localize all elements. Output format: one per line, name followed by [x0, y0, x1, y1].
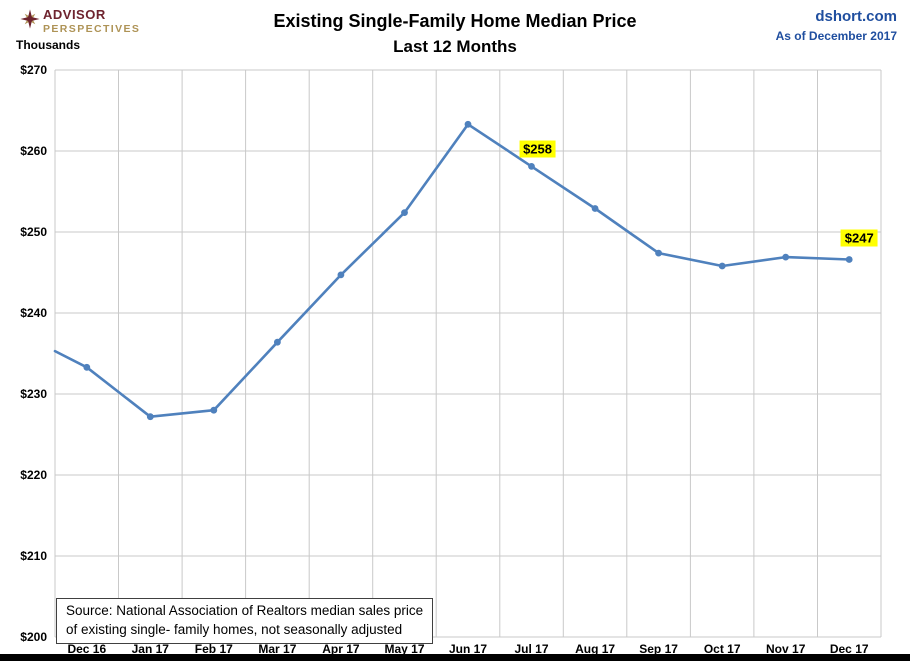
logo-advisor-text: ADVISOR — [43, 7, 106, 22]
y-tick-label: $200 — [20, 630, 47, 644]
x-tick-label: Nov 17 — [766, 642, 806, 656]
data-point-marker — [210, 406, 218, 414]
y-tick-label: $210 — [20, 549, 47, 563]
data-point-marker — [146, 413, 154, 421]
data-point-marker — [337, 271, 345, 279]
y-tick-label: $230 — [20, 387, 47, 401]
x-tick-label: Mar 17 — [258, 642, 296, 656]
x-tick-label: May 17 — [384, 642, 424, 656]
x-tick-label: Sep 17 — [639, 642, 678, 656]
y-tick-label: $250 — [20, 225, 47, 239]
x-tick-label: Jun 17 — [449, 642, 487, 656]
x-tick-label: Dec 17 — [830, 642, 869, 656]
point-value-label: $247 — [840, 229, 878, 247]
data-point-marker — [274, 338, 281, 346]
data-point-marker — [464, 120, 472, 128]
data-point-marker — [718, 262, 726, 270]
x-tick-label: Oct 17 — [704, 642, 741, 656]
x-tick-label: Jul 17 — [514, 642, 548, 656]
site-info: dshort.com As of December 2017 — [776, 8, 897, 43]
advisor-perspectives-logo: ADVISOR PERSPECTIVES — [20, 8, 140, 35]
logo-perspectives-text: PERSPECTIVES — [43, 22, 141, 35]
data-point-marker — [782, 253, 790, 261]
data-point-marker — [83, 363, 91, 371]
chart-title-line2: Last 12 Months — [393, 37, 517, 56]
chart-title: Existing Single-Family Home Median Price… — [0, 11, 910, 57]
data-point-marker — [655, 249, 662, 257]
chart-title-line1: Existing Single-Family Home Median Price — [273, 11, 637, 31]
bottom-border-bar — [0, 654, 910, 661]
compass-rose-icon — [20, 9, 40, 29]
point-value-label: $258 — [519, 140, 556, 158]
y-tick-label: $260 — [20, 144, 47, 158]
y-tick-label: $220 — [20, 468, 47, 482]
logo-text: ADVISOR PERSPECTIVES — [43, 8, 140, 35]
source-box: Source: National Association of Realtors… — [56, 598, 434, 645]
source-line2: of existing single- family homes, not se… — [66, 621, 403, 637]
data-point-marker — [401, 209, 408, 217]
y-tick-label: $270 — [20, 63, 47, 77]
y-axis-unit-label: Thousands — [16, 38, 81, 52]
x-tick-label: Feb 17 — [195, 642, 233, 656]
data-point-marker — [528, 163, 535, 170]
median-price-line — [53, 123, 851, 419]
x-tick-label: Dec 16 — [67, 642, 106, 656]
site-name: dshort.com — [815, 8, 897, 25]
data-point-marker — [591, 205, 599, 212]
as-of-date: As of December 2017 — [775, 29, 897, 43]
x-tick-label: Apr 17 — [322, 642, 360, 656]
data-point-marker — [845, 256, 853, 263]
x-tick-label: Aug 17 — [575, 642, 615, 656]
y-tick-label: $240 — [20, 306, 47, 320]
source-line1: Source: National Association of Realtors… — [66, 603, 424, 618]
x-tick-label: Jan 17 — [132, 642, 170, 656]
